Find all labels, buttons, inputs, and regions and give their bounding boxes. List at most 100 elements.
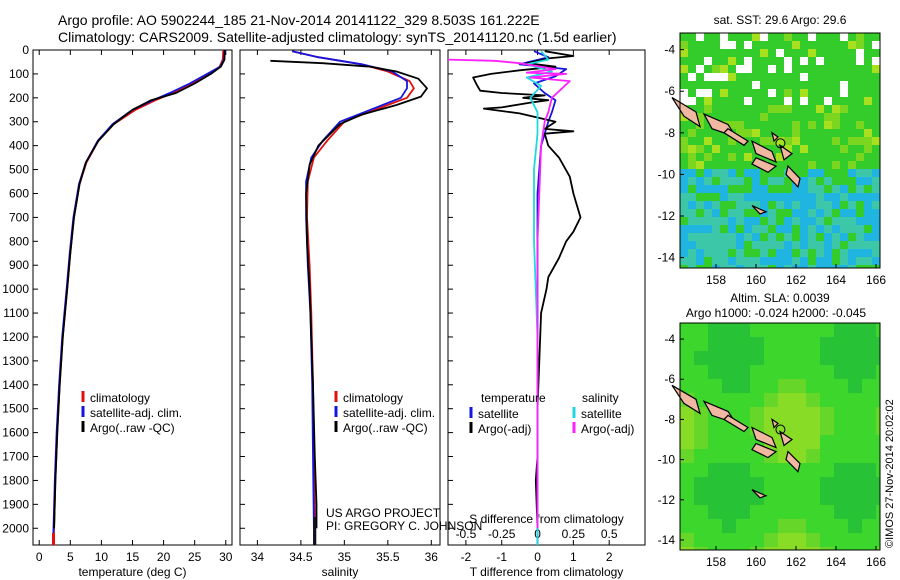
map-cell (808, 217, 816, 225)
map-cell (760, 193, 768, 201)
map-cell (792, 121, 800, 129)
map-cell (688, 129, 696, 137)
map-cell (856, 185, 864, 193)
map-cell (832, 241, 840, 249)
y-tick-label: 1200 (2, 330, 29, 344)
x2-tick-label: 0.25 (562, 527, 586, 541)
y-tick-label: 0 (22, 43, 29, 57)
legend-header: salinity (582, 391, 619, 405)
map-cell (720, 41, 728, 49)
map-cell (728, 209, 736, 217)
island-shape (785, 450, 801, 473)
credit-line2: PI: GREGORY C. JOHNSON (326, 519, 482, 533)
map-cell (832, 233, 840, 241)
map-cell (752, 241, 760, 249)
map-cell (764, 533, 778, 547)
x-tick-label: -1 (496, 550, 507, 564)
header-line1: Argo profile: AO 5902244_185 21-Nov-2014… (58, 12, 540, 28)
map-cell (708, 365, 722, 379)
map-cell (712, 65, 720, 73)
map-cell (744, 201, 752, 209)
map-cell (800, 241, 808, 249)
map-cell (696, 249, 704, 257)
map-cell (776, 257, 784, 265)
map-cell (728, 169, 736, 177)
map-cell (720, 233, 728, 241)
map-cell (696, 217, 704, 225)
map-cell (736, 337, 750, 351)
map-cell (728, 217, 736, 225)
map-cell (820, 337, 834, 351)
map-cell (778, 533, 792, 547)
map-cell (696, 257, 704, 265)
map-cell (808, 169, 816, 177)
map-cell (824, 209, 832, 217)
x-tick-label: 164 (826, 555, 846, 569)
map-cell (768, 137, 776, 145)
map-cell (834, 477, 848, 491)
map-cell (744, 57, 752, 65)
x-tick-label: 2 (606, 550, 613, 564)
map-cell (848, 225, 856, 233)
map-cell (862, 463, 876, 477)
y-tick-label: -14 (658, 251, 676, 265)
map-cell (848, 265, 856, 268)
map-cell (784, 145, 792, 153)
map-cell (792, 241, 800, 249)
map-cell (872, 41, 880, 49)
map-cell (792, 379, 806, 393)
sst-map-panel: 158 160 162 164 166 -4 -6 -8 -10 -12 -14 sat. SST: … (658, 13, 887, 287)
map-cell (764, 547, 778, 550)
map-cell (736, 233, 744, 241)
map-cell (862, 351, 876, 365)
map-cell (736, 209, 744, 217)
map-cell (784, 241, 792, 249)
map-cell (722, 337, 736, 351)
map-cell (728, 121, 736, 129)
map-cell (832, 225, 840, 233)
map-cell (820, 477, 834, 491)
map-cell (824, 265, 832, 268)
map-cell (856, 57, 864, 65)
map-cell (792, 201, 800, 209)
series-line-temperature-argo-adj (472, 50, 582, 529)
island-shape (771, 131, 779, 143)
map-cell (680, 209, 688, 217)
map-cell (720, 193, 728, 201)
difference-panel: -2 -1 0 1 2T difference from climatology S di… (447, 49, 646, 579)
map-cell (696, 185, 704, 193)
salinity-panel: 34 34.5 35 35.5 36 salinity climatologysatelli… (239, 49, 441, 579)
map-cell (816, 265, 824, 268)
map-cell (764, 393, 778, 407)
map-cell (680, 449, 694, 463)
map-cell (768, 257, 776, 265)
map-cell (800, 209, 808, 217)
map-cell (824, 177, 832, 185)
map-cell (800, 185, 808, 193)
map-cell (848, 519, 862, 533)
map-cell (680, 533, 694, 547)
map-cell (784, 265, 792, 268)
map-cell (840, 185, 848, 193)
map-cell (696, 145, 704, 153)
map-title: sat. SST: 29.6 Argo: 29.6 (714, 13, 847, 27)
map-cell (834, 491, 848, 505)
map-cell (872, 217, 880, 225)
map-cell (840, 193, 848, 201)
y-tick-label: 500 (9, 163, 29, 177)
map-cell (744, 265, 752, 268)
map-cell (864, 201, 872, 209)
map-cell (704, 105, 712, 113)
map-cell (680, 435, 694, 449)
series-line-argo-raw-qc (53, 50, 226, 529)
map-cell (800, 233, 808, 241)
y-tick-label: -6 (664, 84, 675, 98)
map-cell (712, 217, 720, 225)
map-cell (688, 73, 696, 81)
map-cell (722, 477, 736, 491)
map-cell (688, 97, 696, 105)
map-cell (680, 547, 694, 550)
header-line2: Climatology: CARS2009. Satellite-adjuste… (58, 29, 616, 45)
map-cell (728, 241, 736, 249)
map-cell (840, 257, 848, 265)
